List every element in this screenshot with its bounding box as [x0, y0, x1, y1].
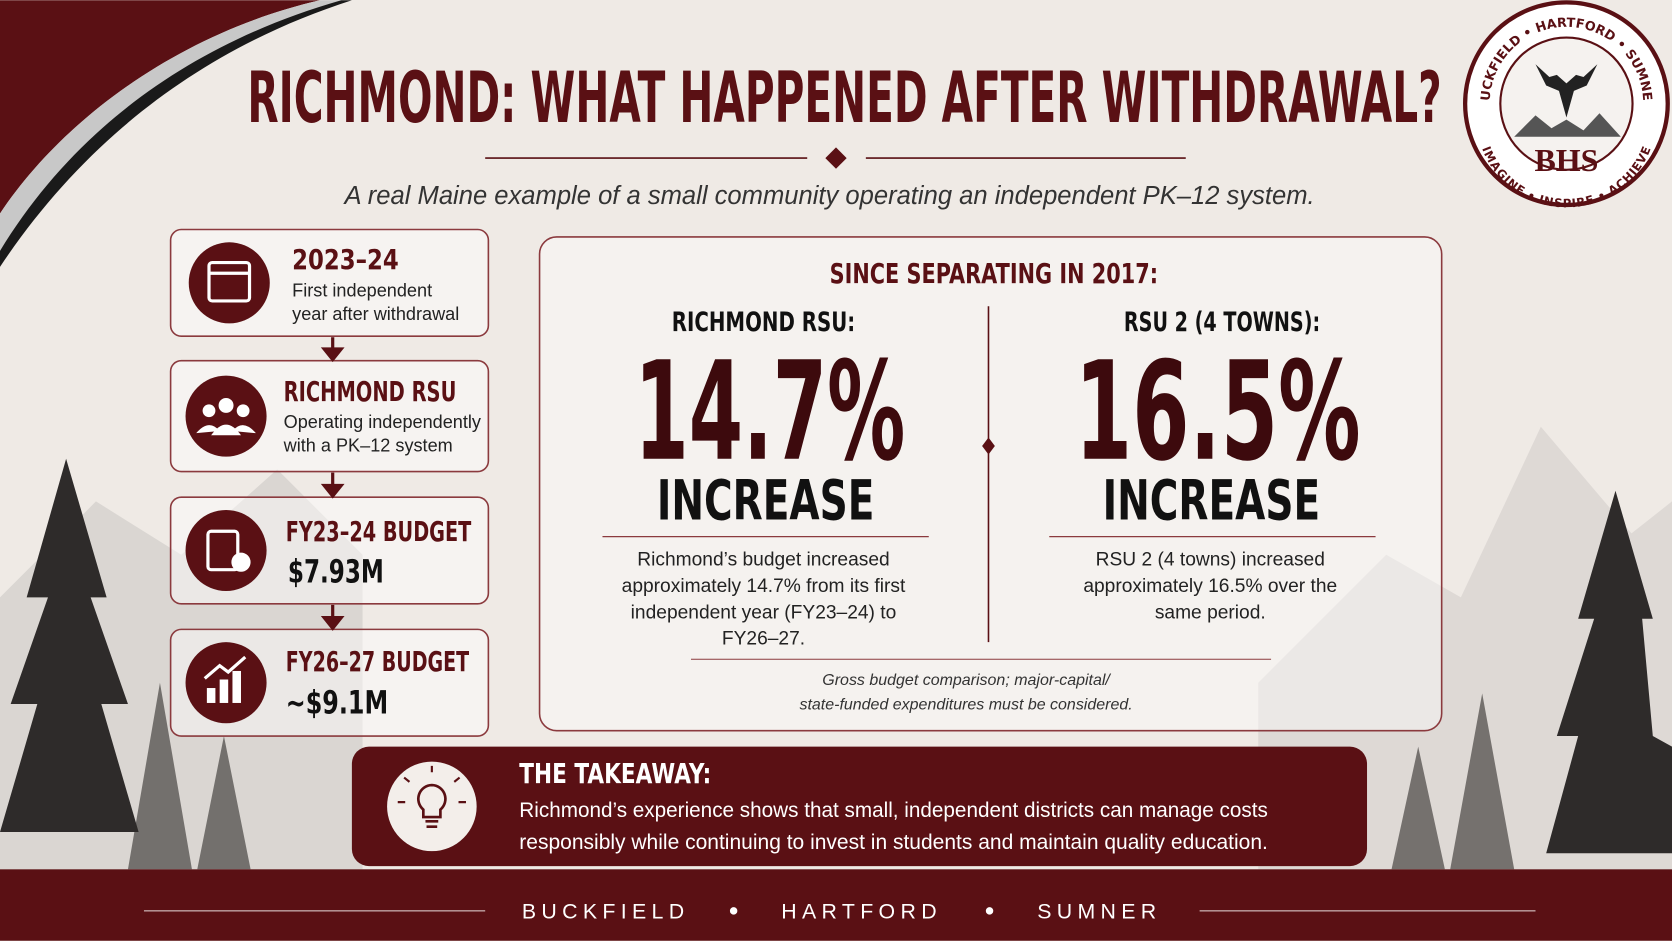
- takeaway-card: [351, 746, 1368, 867]
- timeline-icons: [185, 242, 270, 724]
- swoosh-red: [0, 0, 320, 214]
- timeline-title: 2023–24: [292, 243, 399, 276]
- footer-town: BUCKFIELD: [522, 899, 690, 923]
- panel-description: approximately 14.7% from its first: [622, 576, 906, 597]
- timeline-text: year after withdrawal: [292, 304, 459, 324]
- corner-swoosh: [0, 0, 352, 267]
- takeaway-title: THE TAKEAWAY:: [519, 757, 711, 790]
- people-icon: [196, 397, 256, 436]
- panel-description: independent year (FY23–24) to: [631, 603, 897, 624]
- comparison-heading: SINCE SEPARATING IN 2017:: [830, 257, 1158, 290]
- arrow-head: [320, 347, 345, 363]
- timeline-value: ~$9.1M: [286, 684, 388, 722]
- logo-initials: BHS: [1534, 143, 1598, 178]
- logo-deer: [1535, 64, 1598, 118]
- growth-icon: [203, 655, 247, 680]
- panel-change: INCREASE: [1103, 470, 1321, 534]
- timeline-arrows: [320, 337, 345, 631]
- footer-bar: [0, 869, 1672, 941]
- timeline-value: $7.93M: [288, 552, 384, 590]
- budget-icon: [206, 529, 240, 572]
- footer-bullet: [985, 907, 994, 915]
- timeline-text: 2023–24 First independent year after wit…: [283, 243, 482, 722]
- footer-bullet: [729, 907, 738, 915]
- takeaway: THE TAKEAWAY: Richmond’s experience show…: [351, 746, 1368, 867]
- arrow-head: [320, 483, 345, 499]
- trees: [0, 458, 1672, 870]
- timeline-text: with a PK–12 system: [283, 435, 453, 455]
- tree: [1546, 490, 1672, 854]
- footer-town: HARTFORD: [781, 899, 942, 923]
- panel-value: 14.7%: [634, 333, 905, 492]
- note: state-funded expenditures must be consid…: [799, 696, 1132, 713]
- panel-description: same period.: [1155, 603, 1266, 624]
- tree: [0, 458, 139, 832]
- note: Gross budget comparison; major-capital/: [822, 672, 1111, 689]
- takeaway-text: Richmond’s experience shows that small, …: [519, 798, 1268, 822]
- icon-circle: [185, 509, 267, 591]
- panel-description: FY26–27.: [722, 628, 805, 649]
- title: RICHMOND: WHAT HAPPENED AFTER WITHDRAWAL…: [247, 57, 1441, 139]
- timeline-title: FY23–24 BUDGET: [286, 515, 472, 548]
- panel-description: RSU 2 (4 towns) increased: [1096, 549, 1325, 570]
- comparison: SINCE SEPARATING IN 2017: RICHMOND RSU: …: [538, 236, 1443, 732]
- panel-description: approximately 16.5% over the: [1083, 576, 1337, 597]
- budget-icon: [231, 552, 251, 572]
- bulb-icon: [416, 783, 447, 828]
- calendar-icon: [207, 260, 252, 303]
- timeline-title: RICHMOND RSU: [284, 375, 457, 408]
- timeline-text: First independent: [292, 281, 432, 301]
- timeline-title: FY26–27 BUDGET: [286, 645, 469, 678]
- footer-town: SUMNER: [1037, 899, 1161, 923]
- bulb-circle: [387, 761, 477, 852]
- panel-label: RSU 2 (4 TOWNS):: [1124, 307, 1320, 338]
- bulb-rays: [397, 765, 466, 804]
- icon-circle: [188, 242, 270, 324]
- panel-change: INCREASE: [657, 470, 875, 534]
- subtitle: A real Maine example of a small communit…: [343, 182, 1315, 210]
- growth-icon: [206, 670, 241, 703]
- comparison-card: [538, 236, 1443, 732]
- footer: BUCKFIELD HARTFORD SUMNER: [0, 869, 1672, 941]
- diamond: [825, 147, 847, 169]
- icon-circle: [185, 375, 267, 457]
- timeline-text: Operating independently: [284, 412, 482, 432]
- logo-mountains: [1514, 113, 1621, 137]
- panel-description: Richmond’s budget increased: [637, 549, 889, 570]
- panel-label: RICHMOND RSU:: [672, 307, 855, 338]
- takeaway-text: responsibly while continuing to invest i…: [519, 830, 1268, 854]
- panel-value: 16.5%: [1075, 333, 1361, 492]
- diamond: [982, 437, 995, 455]
- arrow-head: [320, 616, 345, 631]
